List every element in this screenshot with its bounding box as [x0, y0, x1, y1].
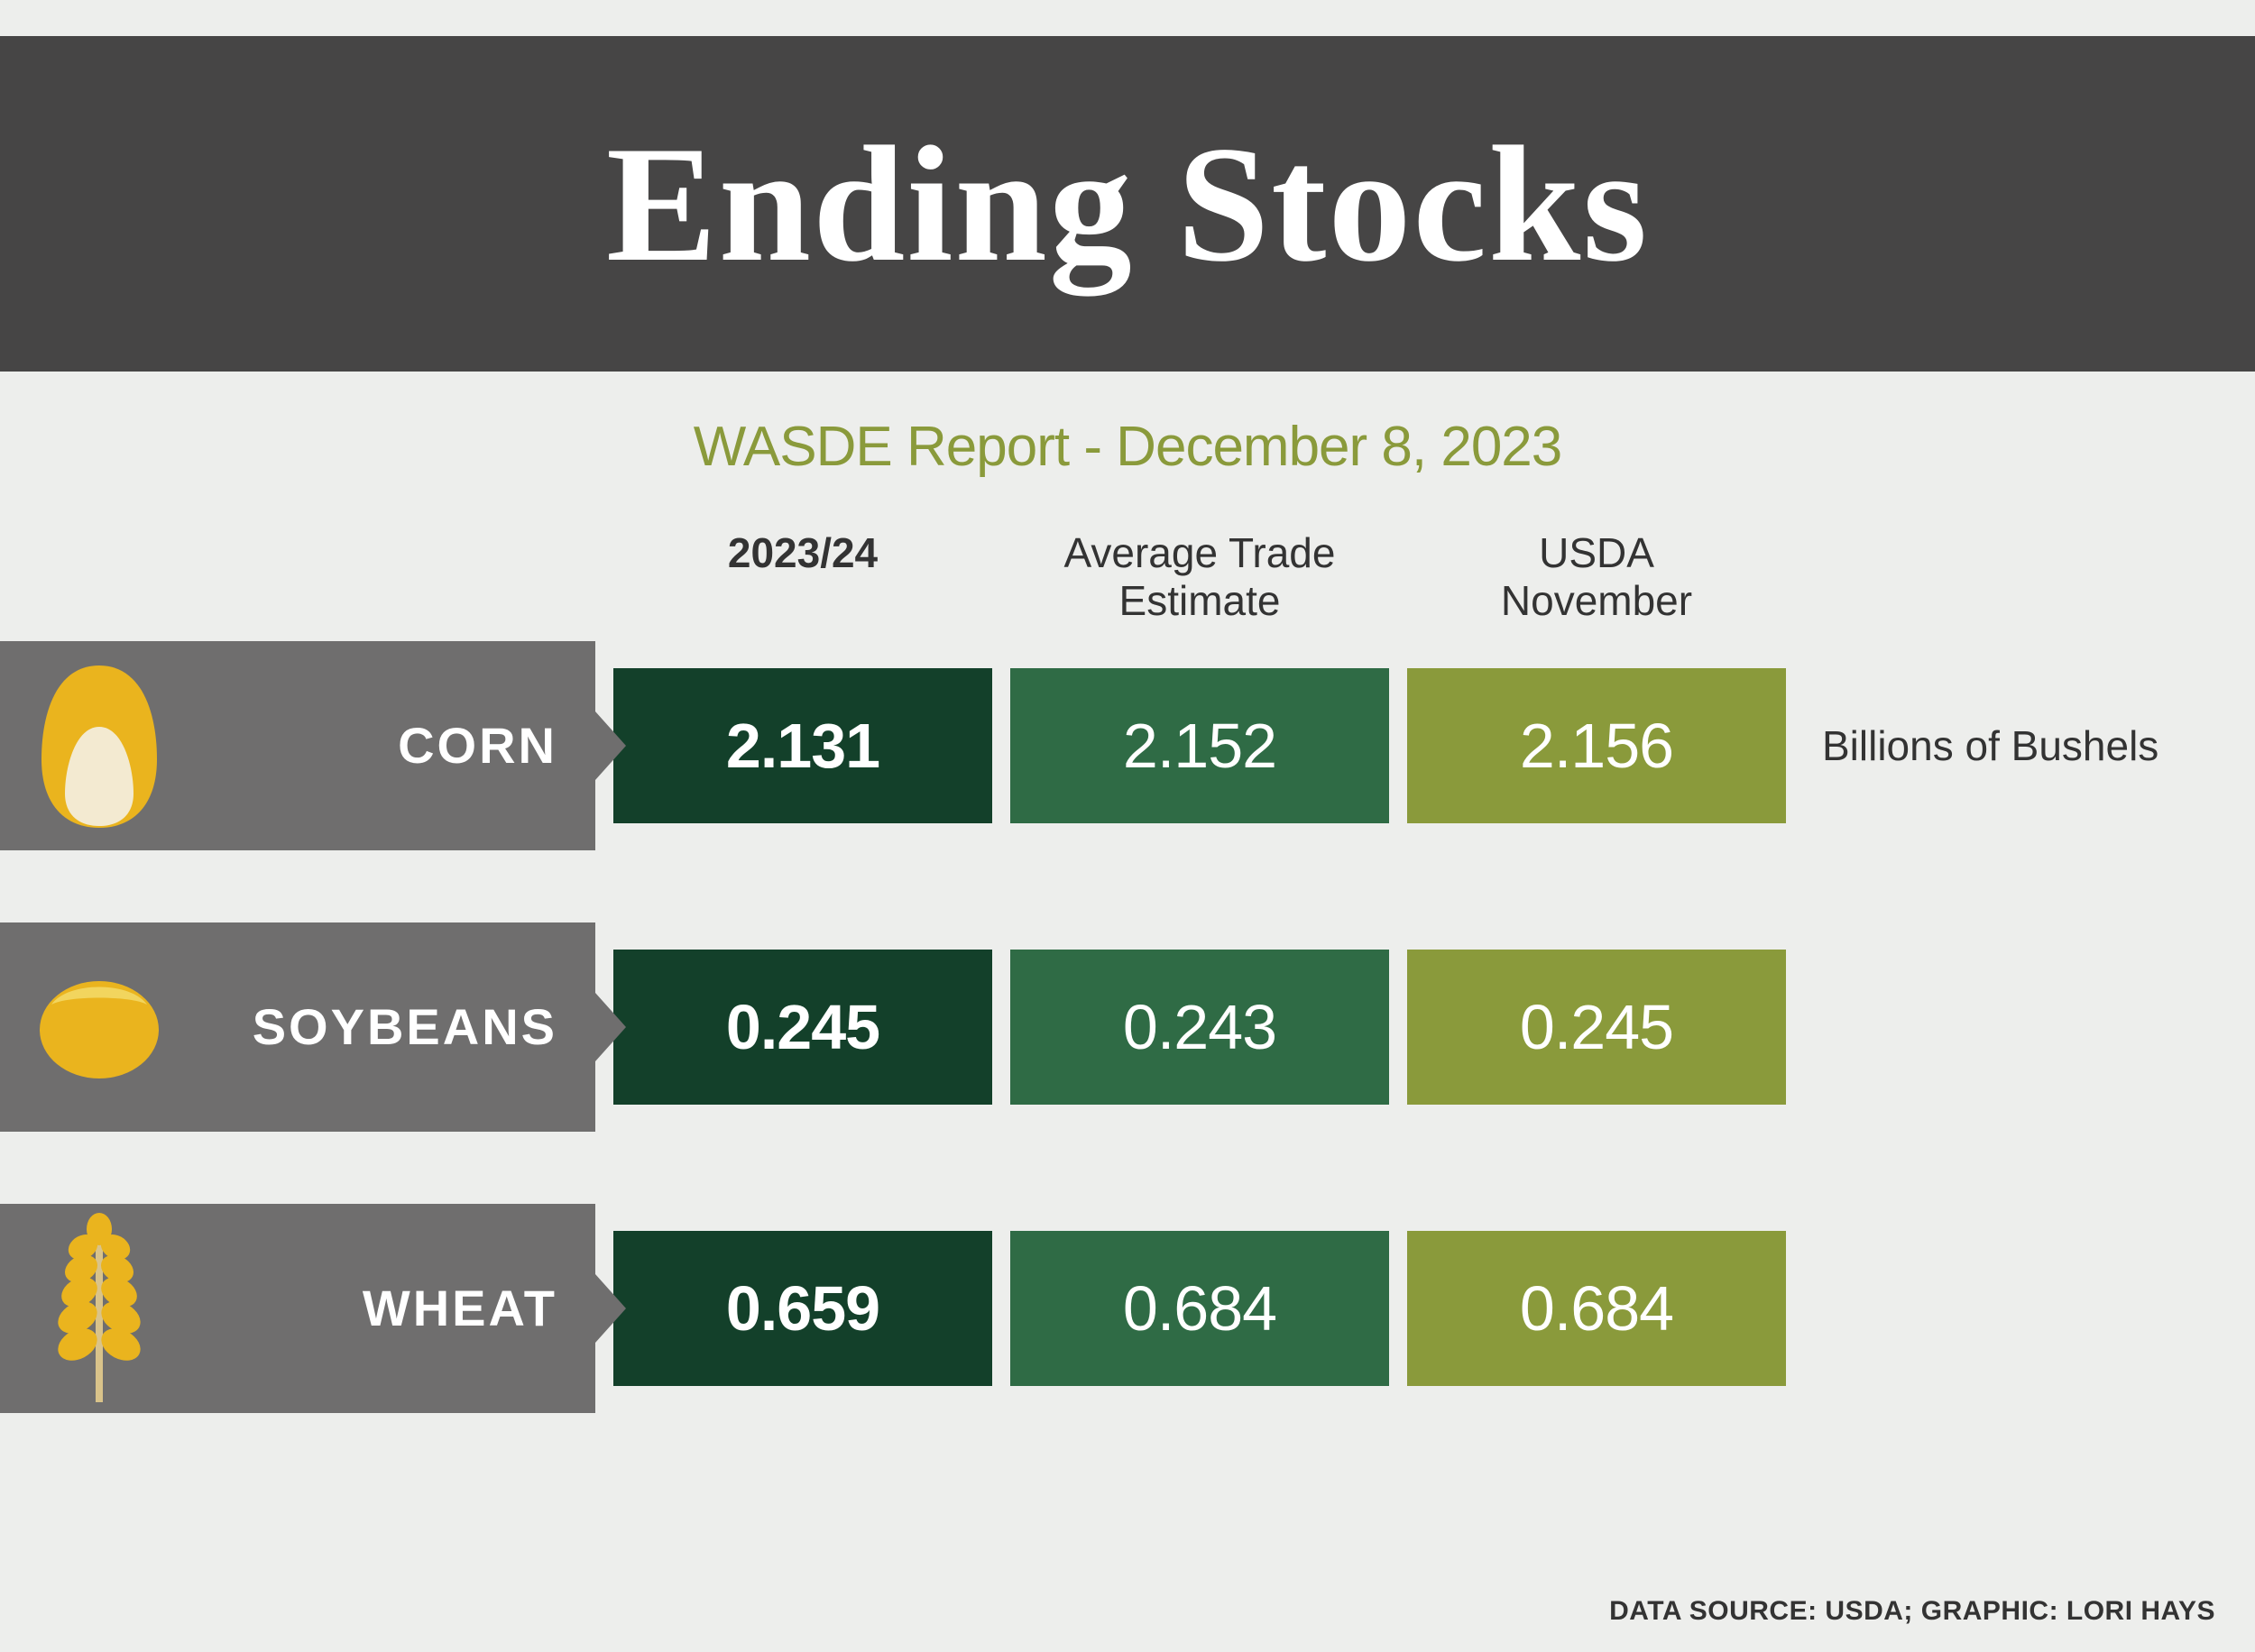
column-headers: 2023/24 Average Trade Estimate USDA Nove…: [613, 529, 2255, 625]
column-header-usda-nov: USDA November: [1407, 529, 1786, 625]
row-label-block: WHEAT: [0, 1204, 595, 1413]
row-cells: 2.131 2.152 2.156: [613, 668, 1786, 823]
crop-label: SOYBEANS: [198, 997, 595, 1056]
row-cells: 0.659 0.684 0.684: [613, 1231, 1786, 1386]
crop-label: WHEAT: [198, 1279, 595, 1337]
unit-label: Billions of Bushels: [1822, 721, 2158, 770]
cell-corn-2023-24: 2.131: [613, 668, 992, 823]
cell-corn-usda-nov: 2.156: [1407, 668, 1786, 823]
data-table: 2023/24 Average Trade Estimate USDA Nove…: [0, 529, 2255, 1413]
wheat-icon: [0, 1204, 198, 1413]
header-band: Ending Stocks: [0, 36, 2255, 372]
row-label-block: SOYBEANS: [0, 922, 595, 1132]
table-row-corn: CORN 2.131 2.152 2.156 Billions of Bushe…: [0, 641, 2255, 850]
page-title: Ending Stocks: [606, 108, 1649, 299]
subtitle: WASDE Report - December 8, 2023: [0, 415, 2255, 479]
credit-line: DATA SOURCE: USDA; GRAPHIC: LORI HAYS: [1609, 1596, 2215, 1627]
crop-label: CORN: [198, 716, 595, 775]
row-label-block: CORN: [0, 641, 595, 850]
row-cells: 0.245 0.243 0.245: [613, 950, 1786, 1105]
cell-soybeans-avg-trade: 0.243: [1010, 950, 1389, 1105]
cell-wheat-avg-trade: 0.684: [1010, 1231, 1389, 1386]
column-header-avg-trade: Average Trade Estimate: [1010, 529, 1389, 625]
cell-soybeans-usda-nov: 0.245: [1407, 950, 1786, 1105]
table-row-soybeans: SOYBEANS 0.245 0.243 0.245: [0, 922, 2255, 1132]
cell-wheat-2023-24: 0.659: [613, 1231, 992, 1386]
cell-soybeans-2023-24: 0.245: [613, 950, 992, 1105]
corn-icon: [0, 641, 198, 850]
column-header-2023-24: 2023/24: [613, 529, 992, 625]
table-row-wheat: WHEAT 0.659 0.684 0.684: [0, 1204, 2255, 1413]
cell-wheat-usda-nov: 0.684: [1407, 1231, 1786, 1386]
cell-corn-avg-trade: 2.152: [1010, 668, 1389, 823]
soybean-icon: [0, 922, 198, 1132]
